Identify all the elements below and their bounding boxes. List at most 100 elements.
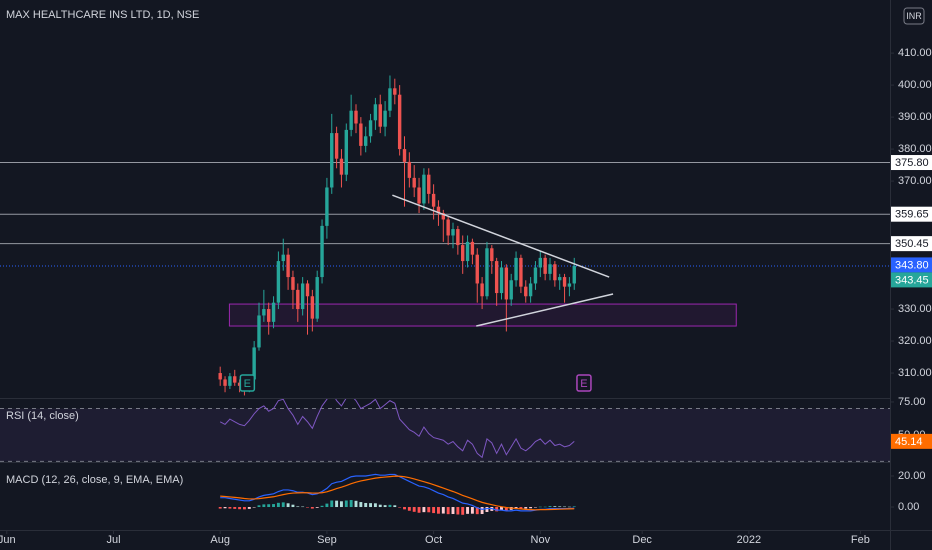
x-tick-label: Feb — [851, 534, 870, 546]
candle-body — [271, 302, 276, 322]
x-tick-label: Oct — [425, 534, 442, 546]
candle-body — [359, 123, 363, 146]
event-marker — [576, 374, 592, 392]
event-label: E — [244, 378, 251, 390]
candle-body — [305, 283, 310, 297]
candle-body — [402, 149, 407, 162]
macd-histogram-bar — [296, 506, 300, 508]
candle-body — [407, 161, 412, 178]
macd-line — [220, 473, 575, 512]
candle-body — [257, 315, 261, 348]
candle-body — [276, 261, 281, 303]
candle-body — [368, 120, 373, 137]
candle-body — [233, 376, 237, 383]
macd-histogram-bar — [534, 507, 537, 508]
trendline — [476, 293, 614, 327]
candle-body — [281, 254, 285, 262]
macd-histogram-bar — [223, 507, 227, 509]
macd-histogram-bar — [504, 507, 508, 511]
macd-histogram-bar — [398, 507, 402, 508]
macd-histogram-bar — [373, 503, 377, 508]
candle-body — [228, 376, 232, 386]
macd-histogram-bar — [301, 506, 305, 508]
x-tick-label: 2022 — [737, 534, 761, 546]
rsi-band-fill — [0, 408, 890, 462]
candle-body — [349, 110, 353, 130]
candle-body — [519, 257, 523, 287]
candle-body — [218, 373, 222, 380]
candle-body — [330, 133, 334, 188]
zone — [228, 303, 737, 327]
event-label: E — [580, 378, 587, 390]
macd-histogram-bar — [485, 507, 489, 512]
x-tick-label: Dec — [632, 534, 652, 546]
candle-body — [334, 133, 339, 159]
candle-body — [548, 264, 552, 274]
y-tick-label: 0.00 — [898, 501, 919, 513]
candle-body — [451, 229, 455, 236]
candle-body — [339, 158, 344, 175]
macd-histogram-bar — [383, 505, 387, 508]
macd-histogram-bar — [286, 503, 290, 508]
macd-histogram-bar — [369, 503, 373, 508]
y-tick-label: 400.00 — [898, 79, 932, 91]
level-label-bg — [891, 257, 932, 273]
candle-body — [543, 257, 547, 274]
macd-line — [220, 475, 575, 511]
level-label-bg — [891, 272, 932, 288]
y-tick-label: 370.00 — [898, 175, 932, 187]
rsi-pane — [0, 399, 890, 462]
macd-histogram-bar — [466, 507, 470, 514]
macd-histogram-bar — [359, 502, 363, 508]
macd-histogram-bar — [262, 504, 266, 508]
axes: Jun Jul Aug Sep Oct Nov Dec 2022 Feb 410.00 400.00… — [0, 47, 932, 546]
candle-body — [325, 187, 329, 226]
level-label: 343.45 — [895, 274, 929, 286]
candle-body — [252, 347, 256, 380]
candle-body — [562, 277, 567, 287]
y-tick-label: 410.00 — [898, 47, 932, 59]
candle-body — [475, 254, 479, 284]
macd-histogram-bar — [378, 504, 382, 508]
macd-histogram-bar — [335, 500, 339, 508]
macd-histogram-bar — [412, 507, 416, 512]
y-tick-label: 320.00 — [898, 335, 932, 347]
macd-histogram-bar — [548, 506, 552, 508]
macd-histogram-bar — [306, 507, 309, 508]
macd-histogram-bar — [451, 507, 455, 515]
candle-body — [441, 213, 445, 220]
macd-pane — [218, 473, 576, 515]
candle-body — [436, 206, 441, 214]
candle-body — [504, 267, 509, 300]
currency[interactable]: INR — [906, 11, 922, 21]
candle-body — [291, 277, 295, 290]
candle-body — [223, 379, 227, 386]
candle-body — [514, 257, 518, 281]
macd-histogram-bar — [330, 500, 334, 508]
candle-body — [465, 241, 470, 262]
candle-body — [310, 296, 315, 319]
candle-body — [528, 283, 533, 297]
macd-histogram-bar — [242, 507, 246, 510]
candle-body — [262, 309, 266, 316]
macd-histogram-bar — [388, 504, 392, 508]
currency-badge[interactable] — [903, 7, 925, 25]
candle-body — [422, 174, 426, 204]
level-label: 343.80 — [895, 259, 929, 271]
macd-histogram-bar — [441, 507, 445, 514]
macd-histogram-bar — [407, 507, 411, 511]
y-tick-label: 330.00 — [898, 303, 932, 315]
macd-histogram-bar — [257, 505, 261, 508]
x-tick-label: Sep — [317, 534, 337, 546]
macd-histogram-bar — [218, 507, 222, 509]
macd-histogram-bar — [456, 507, 460, 515]
x-tick-label: Jul — [106, 534, 120, 546]
candle-body — [397, 94, 402, 150]
macd-histogram-bar — [339, 501, 343, 508]
macd-histogram-bar — [247, 507, 251, 509]
candle-body — [412, 177, 416, 188]
candle-body — [538, 257, 543, 268]
macd-histogram-bar — [529, 507, 533, 509]
